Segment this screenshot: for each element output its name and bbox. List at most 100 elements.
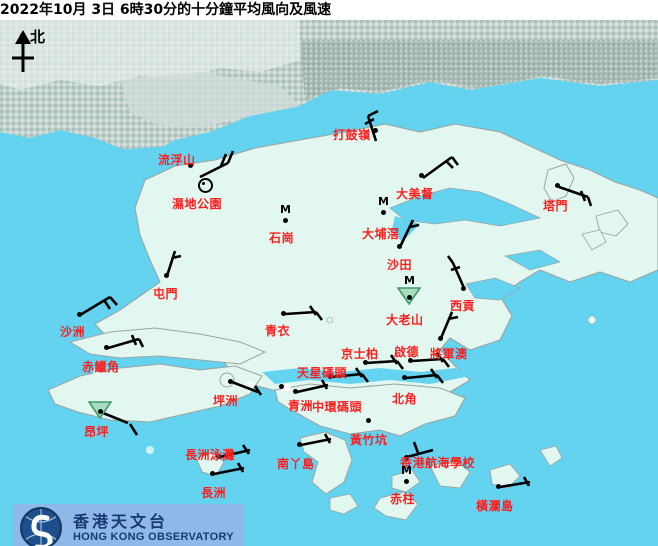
- station-dot: [419, 173, 424, 178]
- station-dot: [98, 409, 103, 414]
- station-name-label: 打鼓嶺: [333, 128, 371, 142]
- station-name-label: 沙洲: [60, 325, 86, 339]
- wind-barb-icon: [398, 219, 420, 248]
- station-name-label: 天星碼頭: [297, 366, 348, 380]
- station-name-label: 中環碼頭: [312, 400, 363, 414]
- station-dot: [366, 418, 371, 423]
- m-station-marker: M: [401, 464, 412, 477]
- station-name-label: 黃竹坑: [350, 433, 388, 447]
- hko-emblem-icon: [17, 506, 65, 546]
- mountain-station-outline: [397, 287, 421, 305]
- station-name-label: 塔門: [543, 199, 569, 213]
- m-station-marker: M: [404, 274, 415, 287]
- wind-barb-icon: [406, 441, 434, 459]
- north-arrow-icon: [12, 30, 34, 72]
- m-station-marker: M: [280, 203, 291, 216]
- wind-barb-icon: [411, 352, 451, 368]
- wind-barb-icon: [199, 150, 235, 179]
- station-name-label: 大美督: [396, 187, 434, 201]
- station-dot: [404, 455, 409, 460]
- station-name-label: 青洲: [288, 399, 314, 413]
- station-name-label: 沙田: [387, 258, 413, 272]
- station-dot: [407, 295, 412, 300]
- station-name-label: 香港航海學校: [400, 456, 476, 470]
- mountain-station-outline: [88, 401, 112, 419]
- station-name-label: 坪洲: [213, 394, 239, 408]
- station-dot: [297, 442, 302, 447]
- station-dot: [104, 345, 109, 350]
- wind-barb-icon: [300, 433, 332, 447]
- station-name-label: 京士柏: [341, 347, 379, 361]
- wind-barb-icon: [446, 255, 466, 289]
- station-dot: [228, 379, 233, 384]
- station-name-label: 赤柱: [390, 492, 416, 506]
- wind-barb-icon: [79, 295, 118, 317]
- station-dot: [373, 128, 378, 133]
- station-name-label: 濕地公園: [172, 197, 223, 211]
- wind-barb-icon: [365, 354, 405, 370]
- station-dot: [404, 479, 409, 484]
- station-name-label: 橫瀾島: [476, 499, 514, 513]
- station-name-label: 石崗: [269, 231, 295, 245]
- wind-barb-icon: [422, 155, 460, 180]
- station-name-label: 北角: [392, 392, 418, 406]
- wind-barb-icon: [165, 250, 182, 277]
- compass-rose: 北: [6, 28, 66, 76]
- wind-barb-icon: [231, 380, 263, 396]
- station-dot: [397, 244, 402, 249]
- station-name-label: 流浮山: [158, 153, 196, 167]
- station-name-label: 青衣: [265, 324, 291, 338]
- station-name-label: 南丫島: [277, 457, 315, 471]
- station-dot: [555, 183, 560, 188]
- station-dot: [461, 286, 466, 291]
- wind-barb-icon: [284, 305, 324, 321]
- station-name-label: 啟德: [394, 345, 420, 359]
- station-name-label: 長洲: [201, 486, 227, 500]
- m-station-marker: M: [378, 195, 389, 208]
- wind-barb-icon: [107, 334, 145, 350]
- station-dot: [363, 360, 368, 365]
- hong-kong-wind-map: 北 流浮山 濕地公園 M 石崗 打鼓嶺 大美督 M 大埔滘 沙田 塔門 西貢 將軍澳 屯門 沙洲 赤鱲角 昂坪…: [0, 20, 658, 546]
- hko-logo: 香港天文台 HONG KONG OBSERVATORY: [13, 504, 243, 546]
- station-dot: [77, 312, 82, 317]
- hko-name-chinese: 香港天文台: [73, 511, 169, 531]
- station-dot: [283, 218, 288, 223]
- wind-barb-icon: [331, 367, 370, 383]
- station-dot: [496, 484, 501, 489]
- station-name-label: 大埔滘: [362, 227, 400, 241]
- station-dot: [438, 336, 443, 341]
- wind-barb-icon: [213, 462, 245, 476]
- station-dot: [164, 273, 169, 278]
- station-dot: [381, 210, 386, 215]
- compass-north-label: 北: [30, 28, 46, 46]
- wind-barb-icon: [558, 185, 593, 207]
- wind-barb-icon: [296, 379, 329, 394]
- wind-barb-icon: [219, 444, 251, 459]
- hong-kong-island: [274, 383, 466, 437]
- lamma-island: [299, 431, 353, 495]
- station-dot: [210, 471, 215, 476]
- station-name-label: 將軍澳: [430, 347, 468, 361]
- wind-barb-icon: [364, 109, 379, 142]
- station-name-label: 長洲泳灘: [185, 448, 236, 462]
- station-name-label: 赤鱲角: [82, 360, 120, 374]
- station-dot: [281, 311, 286, 316]
- hko-name-english: HONG KONG OBSERVATORY: [73, 530, 234, 543]
- station-name-label: 昂坪: [84, 425, 110, 439]
- wind-barb-icon: [405, 368, 445, 384]
- station-name-label: 大老山: [386, 313, 424, 327]
- page-title: 2022年10月 3日 6時30分的十分鐘平均風向及風速: [0, 2, 332, 18]
- station-dot: [293, 389, 298, 394]
- map-geography: [0, 20, 658, 546]
- station-name-label: 屯門: [153, 287, 179, 301]
- station-dot: [188, 163, 193, 168]
- station-dot: [279, 384, 284, 389]
- station-dot: [216, 454, 221, 459]
- chek-lap-kok: [68, 327, 267, 365]
- wind-barb-icon: [439, 311, 459, 339]
- station-dot: [328, 374, 333, 379]
- wind-barb-icon: [499, 476, 531, 489]
- station-dot: [408, 358, 413, 363]
- calm-wind-icon: [198, 178, 213, 193]
